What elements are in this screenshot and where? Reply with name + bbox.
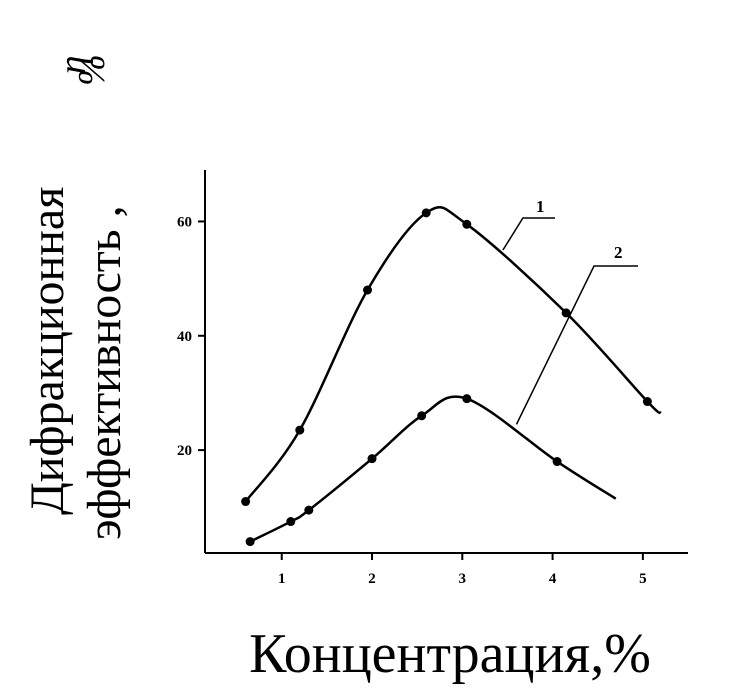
data-point-series-1 bbox=[421, 208, 431, 218]
points bbox=[241, 208, 652, 547]
data-point-series-2 bbox=[462, 394, 472, 404]
x-tick-label: 4 bbox=[549, 571, 557, 587]
x-tick-label: 3 bbox=[459, 571, 467, 587]
axes bbox=[204, 170, 688, 554]
data-point-series-1 bbox=[642, 397, 652, 407]
series-line-1 bbox=[244, 206, 662, 503]
curve-label-2: 2 bbox=[614, 243, 623, 262]
curves bbox=[244, 206, 662, 543]
data-point-series-2 bbox=[417, 411, 427, 421]
data-point-series-1 bbox=[561, 308, 571, 318]
y-axis-label-line2: эффективность , bbox=[78, 205, 131, 540]
data-point-series-1 bbox=[241, 497, 251, 507]
data-point-series-2 bbox=[367, 454, 377, 464]
x-tick-label: 5 bbox=[639, 571, 647, 587]
data-point-series-1 bbox=[363, 285, 373, 295]
y-tick-label: 20 bbox=[177, 443, 192, 459]
y-axis-label-line1: Дифракционная bbox=[21, 187, 74, 515]
data-point-series-1 bbox=[462, 219, 472, 229]
x-tick-label: 1 bbox=[278, 571, 286, 587]
data-point-series-1 bbox=[295, 425, 305, 435]
x-axis-label: Концентрация,% bbox=[249, 623, 651, 685]
y-axis-title: Дифракционная эффективность , % η bbox=[21, 54, 131, 540]
curve-label-1: 1 bbox=[536, 197, 545, 216]
ticks: 1 2 3 4 5 20 40 60 bbox=[177, 214, 647, 587]
y-tick-label: 40 bbox=[177, 329, 192, 345]
y-axis-unit: % bbox=[71, 54, 113, 86]
data-point-series-2 bbox=[552, 457, 562, 467]
leader-line-series-1 bbox=[502, 217, 555, 251]
series-line-2 bbox=[249, 395, 617, 543]
data-point-series-2 bbox=[304, 505, 314, 515]
curve-labels: 12 bbox=[502, 197, 638, 425]
y-axis-symbol: η bbox=[52, 56, 94, 75]
leader-line-series-2 bbox=[515, 265, 638, 425]
y-tick-label: 60 bbox=[177, 214, 192, 230]
data-point-series-2 bbox=[245, 537, 255, 547]
x-tick-label: 2 bbox=[368, 571, 376, 587]
data-point-series-2 bbox=[286, 517, 296, 527]
